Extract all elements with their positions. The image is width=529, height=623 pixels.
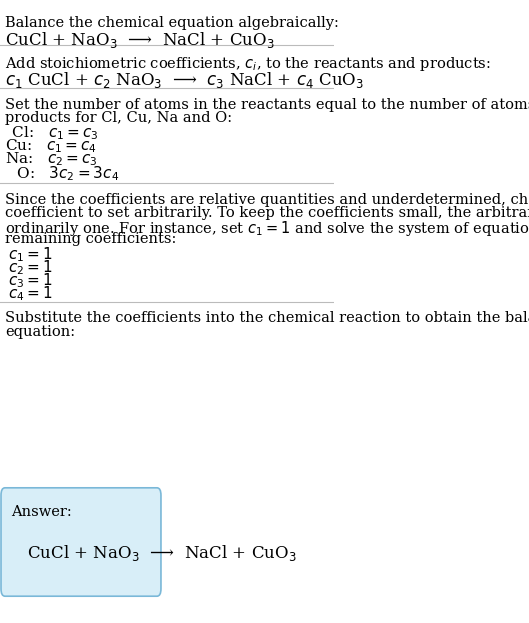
Text: Set the number of atoms in the reactants equal to the number of atoms in the: Set the number of atoms in the reactants… <box>5 98 529 112</box>
Text: $c_4 = 1$: $c_4 = 1$ <box>8 285 53 303</box>
Text: $c_1$ CuCl + $c_2$ NaO$_3$  ⟶  $c_3$ NaCl + $c_4$ CuO$_3$: $c_1$ CuCl + $c_2$ NaO$_3$ ⟶ $c_3$ NaCl … <box>5 70 364 90</box>
Text: Balance the chemical equation algebraically:: Balance the chemical equation algebraica… <box>5 16 339 29</box>
Text: Cu:   $c_1 = c_4$: Cu: $c_1 = c_4$ <box>5 138 97 155</box>
Text: Cl:   $c_1 = c_3$: Cl: $c_1 = c_3$ <box>7 125 99 142</box>
Text: $c_3 = 1$: $c_3 = 1$ <box>8 272 53 290</box>
Text: equation:: equation: <box>5 325 75 338</box>
Text: remaining coefficients:: remaining coefficients: <box>5 232 176 245</box>
Text: Since the coefficients are relative quantities and underdetermined, choose a: Since the coefficients are relative quan… <box>5 193 529 206</box>
FancyBboxPatch shape <box>1 488 161 596</box>
Text: Na:   $c_2 = c_3$: Na: $c_2 = c_3$ <box>5 151 98 168</box>
Text: products for Cl, Cu, Na and O:: products for Cl, Cu, Na and O: <box>5 111 232 125</box>
Text: Add stoichiometric coefficients, $c_i$, to the reactants and products:: Add stoichiometric coefficients, $c_i$, … <box>5 55 491 73</box>
Text: Answer:: Answer: <box>11 505 72 518</box>
Text: $c_1 = 1$: $c_1 = 1$ <box>8 245 53 264</box>
Text: $c_2 = 1$: $c_2 = 1$ <box>8 259 53 277</box>
Text: CuCl + NaO$_3$  ⟶  NaCl + CuO$_3$: CuCl + NaO$_3$ ⟶ NaCl + CuO$_3$ <box>27 543 297 563</box>
Text: O:   $3 c_2 = 3 c_4$: O: $3 c_2 = 3 c_4$ <box>7 164 120 183</box>
Text: ordinarily one. For instance, set $c_1 = 1$ and solve the system of equations fo: ordinarily one. For instance, set $c_1 =… <box>5 219 529 237</box>
Text: CuCl + NaO$_3$  ⟶  NaCl + CuO$_3$: CuCl + NaO$_3$ ⟶ NaCl + CuO$_3$ <box>5 30 275 50</box>
Text: Substitute the coefficients into the chemical reaction to obtain the balanced: Substitute the coefficients into the che… <box>5 312 529 325</box>
Text: coefficient to set arbitrarily. To keep the coefficients small, the arbitrary va: coefficient to set arbitrarily. To keep … <box>5 206 529 219</box>
